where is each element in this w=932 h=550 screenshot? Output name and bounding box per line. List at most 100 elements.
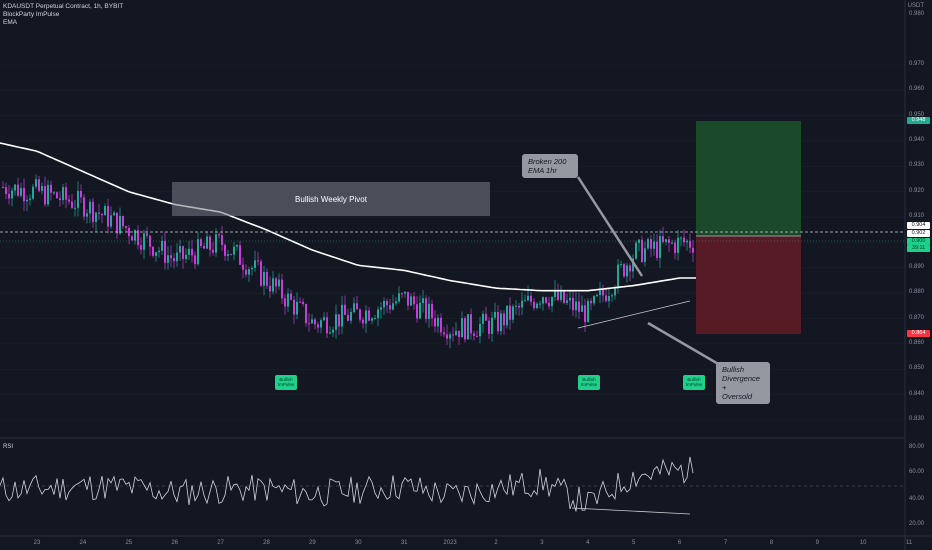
candle-body — [452, 334, 454, 336]
candle-body — [71, 201, 73, 208]
candle-body — [107, 206, 109, 227]
candle-body — [422, 298, 424, 304]
candle-body — [443, 332, 445, 335]
time-tick-label: 26 — [171, 540, 179, 546]
candle-body — [512, 306, 514, 320]
indicator-label-ema[interactable]: EMA — [3, 19, 18, 26]
note-div-pointer — [647, 321, 721, 367]
candle-body — [77, 190, 79, 208]
candle-body — [434, 318, 436, 327]
candle-body — [410, 296, 412, 306]
candle-body — [227, 254, 229, 256]
candle-body — [305, 304, 307, 324]
candle-body — [680, 237, 682, 239]
candle-body — [623, 264, 625, 277]
candle-body — [20, 187, 22, 196]
candle-body — [482, 313, 484, 324]
candle-body — [365, 310, 367, 324]
time-tick-label: 29 — [309, 540, 316, 546]
candle-body — [158, 250, 160, 253]
price-tick-label: 0.830 — [908, 416, 924, 422]
price-tick-label: 0.970 — [908, 61, 924, 67]
symbol-title[interactable]: KDAUSDT Perpetual Contract, 1h, BYBIT — [3, 3, 124, 10]
current-price-tag: 0.904 — [907, 222, 930, 229]
note-bullish-divergence[interactable]: Bullish Divergence + Oversold — [716, 362, 770, 404]
candle-body — [185, 254, 187, 259]
candle-body — [524, 300, 526, 302]
impulse-badge[interactable]: Bullish ImPulse — [683, 375, 705, 390]
candle-body — [392, 303, 394, 310]
rsi-line — [0, 456, 694, 512]
candle-body — [311, 319, 313, 324]
candle-body — [530, 295, 532, 302]
candle-body — [629, 265, 631, 272]
candle-body — [134, 230, 136, 241]
time-tick-label: 10 — [859, 540, 867, 546]
candle-body — [686, 240, 688, 243]
candle-body — [560, 290, 562, 300]
candle-body — [170, 255, 172, 259]
candle-body — [620, 264, 622, 266]
candle-body — [464, 318, 466, 340]
candle-body — [611, 295, 613, 297]
impulse-badge[interactable]: Bullish ImPulse — [275, 375, 297, 390]
impulse-badge[interactable]: Bullish ImPulse — [578, 375, 600, 390]
candle-body — [419, 303, 421, 319]
candle-body — [5, 187, 7, 194]
candle-body — [59, 198, 61, 201]
candle-body — [488, 320, 490, 334]
candle-body — [179, 246, 181, 253]
candle-body — [581, 305, 583, 312]
rsi-tick-80: 80.00 — [908, 444, 924, 450]
time-tick-label: 30 — [354, 540, 362, 546]
candle-body — [62, 187, 64, 201]
candle-body — [317, 324, 319, 328]
candle-body — [494, 311, 496, 318]
candle-body — [401, 293, 403, 295]
bullish-weekly-pivot-zone[interactable]: Bullish Weekly Pivot — [172, 182, 490, 216]
candle-body — [197, 239, 199, 265]
divergence-trendline — [577, 300, 691, 329]
candle-body — [332, 329, 334, 333]
candle-body — [155, 252, 157, 256]
candle-body — [395, 301, 397, 304]
candle-body — [8, 193, 10, 199]
candle-body — [182, 246, 184, 259]
candle-body — [527, 295, 529, 301]
candle-body — [122, 216, 124, 227]
candle-body — [131, 236, 133, 241]
candle-body — [437, 317, 439, 327]
target-zone — [696, 121, 801, 236]
candle-body — [203, 245, 205, 249]
candle-body — [503, 313, 505, 326]
candle-body — [347, 314, 349, 321]
time-tick-label: 8 — [769, 540, 774, 546]
candle-body — [587, 300, 589, 323]
candle-body — [428, 303, 430, 319]
price-tick-label: 0.890 — [908, 263, 924, 270]
candle-body — [284, 298, 286, 307]
candle-body — [239, 245, 241, 265]
candle-body — [29, 198, 31, 200]
currency-label: USDT — [907, 3, 924, 9]
candle-body — [290, 293, 292, 300]
candle-body — [164, 240, 166, 263]
candle-body — [275, 278, 277, 287]
candle-body — [617, 264, 619, 289]
candle-body — [590, 300, 592, 304]
rsi-title[interactable]: RSI — [3, 444, 14, 450]
candle-body — [386, 300, 388, 306]
note-broken-ema[interactable]: Broken 200 EMA 1hr — [522, 154, 578, 178]
candle-body — [458, 330, 460, 338]
time-tick-label: 9 — [815, 540, 819, 546]
candle-body — [209, 236, 211, 250]
candle-body — [281, 279, 283, 299]
indicator-label-impulse[interactable]: BlockParty ImPulse — [3, 11, 60, 18]
candle-body — [389, 305, 391, 310]
rsi-tick-40: 40.00 — [908, 496, 924, 502]
candle-body — [446, 334, 448, 339]
candle-body — [338, 314, 340, 327]
candle-body — [566, 300, 568, 303]
pivot-label: Bullish Weekly Pivot — [295, 194, 367, 204]
